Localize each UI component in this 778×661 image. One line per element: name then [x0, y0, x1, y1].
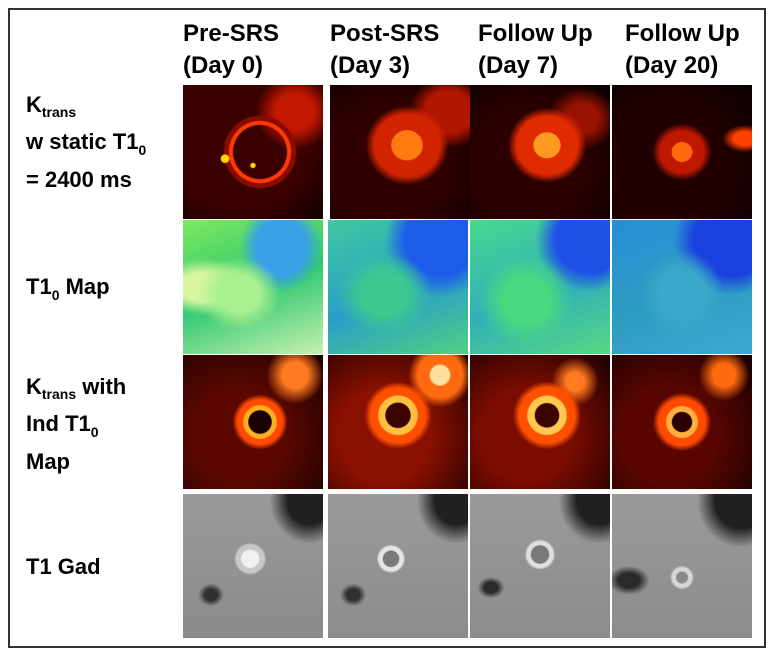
image-t1-gad-day20 [612, 494, 752, 638]
image-t1-gad-day3 [328, 494, 468, 638]
image-t1-map-day20 [612, 220, 752, 354]
column-header-post-srs: Post-SRS (Day 3) [330, 20, 440, 79]
column-header-day20: Follow Up (Day 20) [625, 20, 740, 79]
image-t1-map-day7 [470, 220, 610, 354]
row-label-ktrans-static: Ktrans w static T10 = 2400 ms [26, 92, 147, 192]
image-ktrans-ind-day3 [328, 355, 468, 489]
image-ktrans-ind-day0 [183, 355, 323, 489]
image-t1-map-day0 [183, 220, 323, 354]
row-label-t1-gad: T1 Gad [26, 554, 101, 579]
image-ktrans-static-day0 [183, 85, 323, 219]
image-t1-gad-day0 [183, 494, 323, 638]
image-ktrans-ind-day7 [470, 355, 610, 489]
image-ktrans-static-day7 [470, 85, 610, 219]
image-ktrans-static-day20 [612, 85, 752, 219]
image-ktrans-static-day3 [330, 85, 470, 219]
row-label-t1-map: T10 Map [26, 274, 110, 303]
image-t1-map-day3 [328, 220, 468, 354]
image-t1-gad-day7 [470, 494, 610, 638]
column-header-pre-srs: Pre-SRS (Day 0) [183, 20, 280, 79]
row-label-ktrans-ind: Ktrans with Ind T10 Map [26, 374, 127, 474]
column-header-day7: Follow Up (Day 7) [478, 20, 593, 79]
image-ktrans-ind-day20 [612, 355, 752, 489]
